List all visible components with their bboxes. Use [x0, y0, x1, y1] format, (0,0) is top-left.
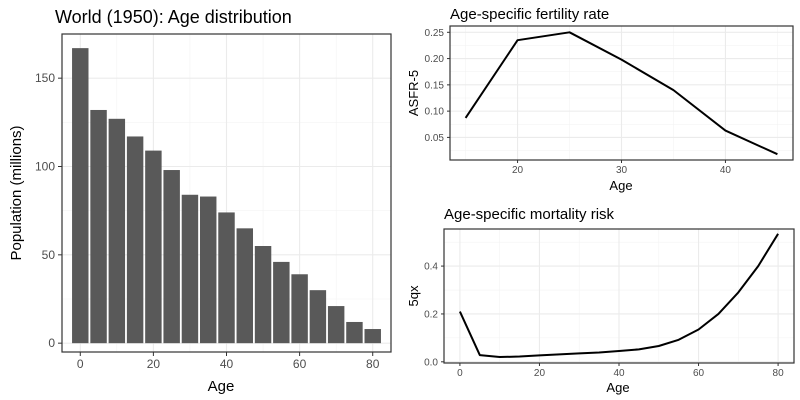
mortality-risk-x-tick-label: 40 [613, 368, 625, 379]
age-distribution-bar [364, 329, 381, 344]
age-distribution-bar [273, 261, 290, 344]
mortality-risk-y-tick-label: 0.2 [424, 309, 438, 320]
age-distribution-bar [108, 118, 126, 344]
age-distribution-bars [72, 48, 381, 344]
mortality-risk-x-label: Age [606, 380, 629, 395]
age-distribution-bar [126, 136, 144, 344]
age-distribution-y-label: Population (millions) [8, 125, 25, 260]
mortality-risk-x-ticks: 0 20 40 60 80 [457, 363, 784, 379]
fertility-rate-x-tick-label: 40 [720, 165, 732, 176]
age-distribution-y-ticks: 0 50 100 150 [35, 71, 62, 350]
mortality-risk-y-ticks: 0.0 0.2 0.4 [424, 262, 444, 368]
age-distribution-bar [145, 150, 162, 344]
age-distribution-y-tick-label: 50 [42, 248, 56, 262]
age-distribution-bar [199, 196, 217, 344]
mortality-risk-grid [444, 229, 794, 363]
fertility-rate-y-tick-label: 0.25 [425, 28, 445, 39]
age-distribution-title: World (1950): Age distribution [55, 7, 292, 27]
age-distribution-x-tick-label: 0 [77, 357, 84, 371]
mortality-risk-x-tick-label: 0 [457, 368, 463, 379]
fertility-rate-x-label: Age [609, 178, 632, 193]
age-distribution-y-tick-label: 0 [48, 336, 55, 350]
age-distribution-bar [90, 109, 107, 344]
fertility-rate-y-tick-label: 0.05 [425, 133, 445, 144]
mortality-risk-y-tick-label: 0.0 [424, 357, 438, 368]
age-distribution-bar [327, 306, 345, 344]
age-distribution-x-label: Age [208, 378, 235, 395]
fertility-rate-grid [450, 26, 793, 160]
mortality-risk-title: Age-specific mortality risk [444, 206, 615, 223]
age-distribution-bar [181, 194, 199, 344]
age-distribution-x-tick-label: 20 [147, 357, 161, 371]
fertility-rate-x-tick-label: 30 [616, 165, 628, 176]
fertility-rate-x-tick-label: 20 [512, 165, 524, 176]
age-distribution-x-tick-label: 80 [366, 357, 380, 371]
age-distribution-bar [254, 246, 272, 344]
age-distribution-bar [346, 321, 363, 344]
age-distribution-chart: World (1950): Age distribution 0 20 40 60 80… [8, 7, 392, 395]
age-distribution-x-tick-label: 40 [220, 357, 234, 371]
fertility-rate-y-tick-label: 0.20 [425, 54, 445, 65]
fertility-rate-x-ticks: 20 30 40 [512, 160, 731, 176]
age-distribution-x-tick-label: 60 [293, 357, 307, 371]
fertility-rate-chart: Age-specific fertility rate 20 30 40 0.050… [406, 6, 794, 193]
fertility-rate-y-tick-label: 0.10 [425, 107, 445, 118]
mortality-risk-y-tick-label: 0.4 [424, 262, 438, 273]
mortality-risk-y-label: 5qx [406, 285, 421, 306]
fertility-rate-title: Age-specific fertility rate [450, 6, 609, 23]
age-distribution-x-ticks: 0 20 40 60 80 [77, 352, 380, 371]
age-distribution-y-tick-label: 150 [35, 71, 55, 85]
mortality-risk-chart: Age-specific mortality risk 0 20 40 60 80 0.… [406, 206, 795, 395]
age-distribution-bar [218, 212, 235, 344]
mortality-risk-x-tick-label: 20 [534, 368, 546, 379]
fertility-rate-y-tick-label: 0.15 [425, 80, 445, 91]
age-distribution-bar [163, 170, 180, 344]
age-distribution-bar [236, 228, 254, 344]
mortality-risk-series-line [459, 233, 779, 359]
fertility-rate-y-ticks: 0.05 0.10 0.15 0.20 0.25 [425, 28, 450, 144]
mortality-risk-x-tick-label: 60 [693, 368, 705, 379]
age-distribution-bar [72, 48, 89, 344]
mortality-risk-x-tick-label: 80 [773, 368, 785, 379]
fertility-rate-y-label: ASFR-5 [406, 70, 421, 116]
age-distribution-bar [291, 274, 308, 344]
fertility-rate-series-line [464, 31, 778, 156]
age-distribution-y-tick-label: 100 [35, 160, 55, 174]
age-distribution-bar [309, 290, 327, 344]
